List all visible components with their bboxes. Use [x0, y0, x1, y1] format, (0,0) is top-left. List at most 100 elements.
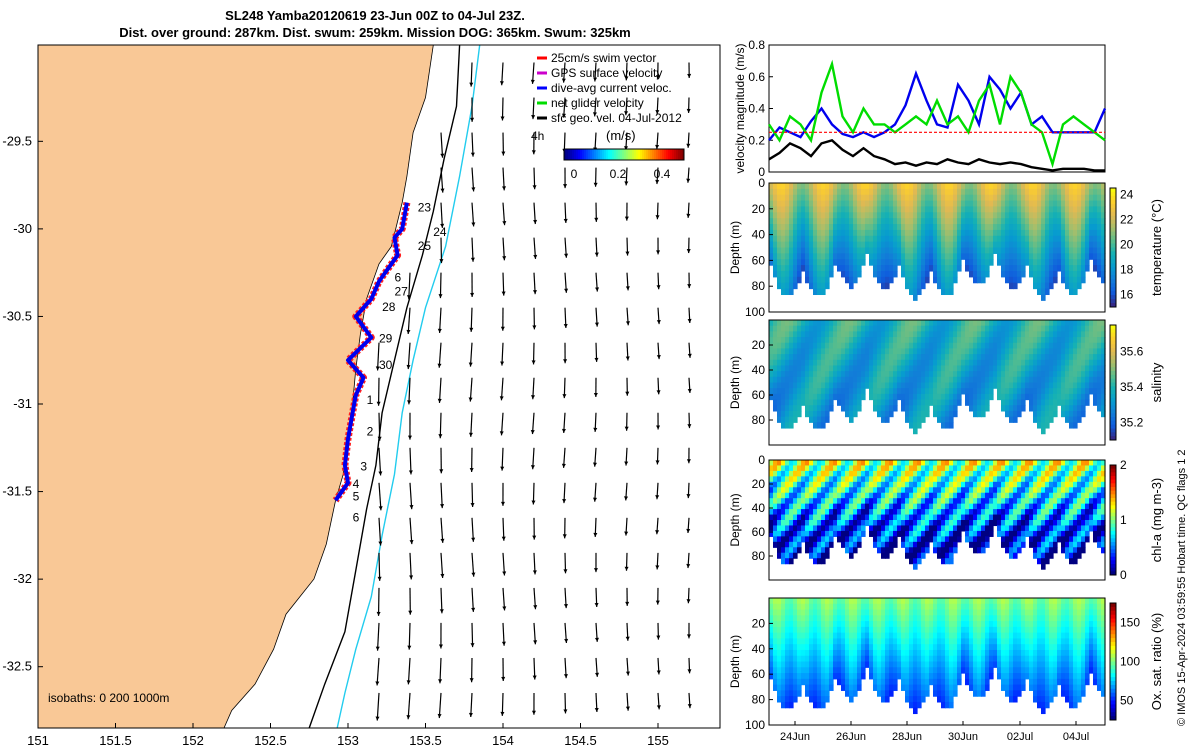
- heatmap-cell: [989, 241, 994, 249]
- heatmap-cell: [949, 224, 954, 231]
- heatmap-panel: [768, 459, 1106, 581]
- heatmap-cell: [1061, 514, 1066, 521]
- heatmap-cell: [817, 288, 822, 296]
- heatmap-cell: [933, 498, 938, 505]
- heatmap-cell: [957, 382, 962, 389]
- heatmap-cell: [985, 342, 990, 350]
- heatmap-cell: [889, 359, 894, 367]
- heatmap-cell: [853, 348, 858, 355]
- heatmap-cell: [885, 492, 890, 499]
- heatmap-cell: [829, 536, 834, 543]
- heatmap-cell: [873, 200, 878, 208]
- heatmap-cell: [821, 465, 826, 472]
- heatmap-cell: [925, 276, 930, 284]
- heatmap-cell: [825, 270, 830, 278]
- velocity-arrow-head: [562, 394, 567, 399]
- velocity-arrow-head: [469, 468, 474, 473]
- heatmap-cell: [785, 661, 790, 668]
- heatmap-cell: [921, 552, 926, 559]
- heatmap-cell: [909, 320, 914, 327]
- heatmap-cell: [941, 416, 946, 423]
- heatmap-cell: [973, 218, 978, 225]
- heatmap-cell: [1073, 525, 1078, 532]
- heatmap-cell: [937, 188, 942, 196]
- heatmap-cell: [817, 470, 822, 477]
- heatmap-cell: [1041, 183, 1046, 190]
- day-label: 2: [367, 425, 374, 439]
- heatmap-cell: [1069, 276, 1074, 284]
- heatmap-cell: [985, 253, 990, 260]
- heatmap-cell: [953, 331, 958, 338]
- heatmap-cell: [921, 218, 926, 225]
- heatmap-cell: [977, 520, 982, 527]
- heatmap-cell: [981, 530, 986, 537]
- velocity-arrow-head: [377, 576, 382, 581]
- velocity-arrow: [438, 307, 442, 333]
- heatmap-cell: [829, 371, 834, 378]
- heatmap-cell: [941, 460, 946, 467]
- colorbar-cell: [1110, 476, 1116, 481]
- heatmap-cell: [941, 200, 946, 208]
- heatmap-cell: [1045, 188, 1050, 196]
- heatmap-cell: [881, 325, 886, 332]
- heatmap-cell: [977, 235, 982, 243]
- heatmap-cell: [937, 371, 942, 378]
- heatmap-cell: [885, 188, 890, 196]
- heatmap-cell: [909, 470, 914, 477]
- heatmap-cell: [1061, 371, 1066, 378]
- heatmap-cell: [1041, 460, 1046, 467]
- heatmap-cell: [1005, 337, 1010, 344]
- heatmap-cell: [845, 206, 850, 213]
- heatmap-cell: [1061, 206, 1066, 213]
- heatmap-cell: [909, 410, 914, 418]
- heatmap-cell: [785, 541, 790, 548]
- colorbar-cell: [1110, 271, 1116, 276]
- heatmap-cell: [1061, 354, 1066, 361]
- heatmap-cell: [805, 265, 810, 272]
- heatmap-cell: [1033, 525, 1038, 532]
- heatmap-cell: [1097, 509, 1102, 516]
- heatmap-cell: [893, 348, 898, 355]
- map-colorbar-cell: [636, 149, 639, 160]
- heatmap-cell: [769, 470, 774, 477]
- heatmap-cell: [917, 342, 922, 350]
- heatmap-cell: [833, 320, 838, 327]
- heatmap-cell: [1093, 247, 1098, 254]
- heatmap-cell: [777, 270, 782, 278]
- heatmap-cell: [1073, 514, 1078, 521]
- heatmap-cell: [833, 354, 838, 361]
- velocity-arrow: [408, 622, 411, 650]
- heatmap-cell: [1081, 399, 1086, 406]
- map-ytick-label: -31.5: [2, 484, 32, 499]
- heatmap-cell: [825, 331, 830, 338]
- heatmap-cell: [857, 342, 862, 350]
- heatmap-cell: [865, 382, 870, 389]
- heatmap-cell: [1025, 200, 1030, 208]
- heatmap-cell: [937, 498, 942, 505]
- heatmap-cell: [869, 365, 874, 372]
- velocity-arrow-head: [469, 678, 474, 683]
- heatmap-cell: [1089, 348, 1094, 355]
- heatmap-cell: [829, 183, 834, 190]
- heatmap-cell: [1001, 393, 1006, 401]
- map-colorbar-cell: [642, 149, 645, 160]
- velocity-arrow: [471, 622, 474, 648]
- heatmap-cell: [769, 621, 774, 628]
- heatmap-cell: [1101, 229, 1106, 237]
- heatmap-cell: [797, 348, 802, 355]
- colorbar-cell: [1110, 363, 1116, 368]
- heatmap-cell: [965, 348, 970, 355]
- heatmap-cell: [781, 365, 786, 372]
- heatmap-cell: [993, 229, 998, 237]
- heatmap-cell: [777, 498, 782, 505]
- heatmap-cell: [877, 218, 882, 225]
- heatmap-cell: [1097, 218, 1102, 225]
- heatmap-cell: [1085, 465, 1090, 472]
- heatmap-cell: [1045, 320, 1050, 327]
- heatmap-cell: [941, 481, 946, 488]
- heatmap-cell: [985, 393, 990, 401]
- colorbar-cell: [1110, 199, 1116, 205]
- heatmap-cell: [793, 200, 798, 208]
- heatmap-cell: [773, 649, 778, 657]
- heatmap-cell: [997, 509, 1002, 516]
